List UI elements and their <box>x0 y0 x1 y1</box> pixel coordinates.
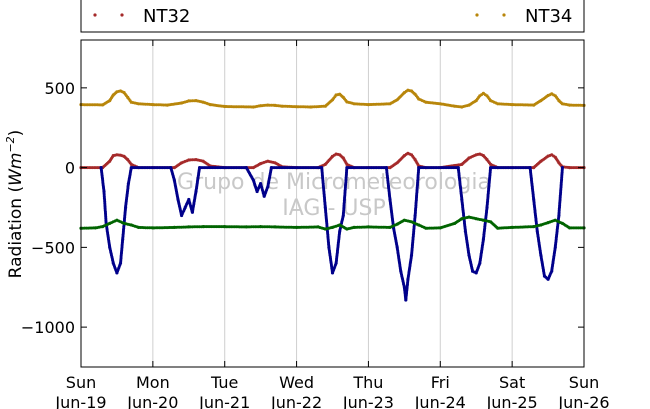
x-tick-label-day: Sun <box>66 373 96 392</box>
legend-marker-nt34 <box>502 13 506 17</box>
x-tick-label-day: Wed <box>279 373 314 392</box>
grid-lines <box>152 40 513 367</box>
x-tick-label-date: Jun-24 <box>414 393 466 409</box>
y-tick-label: −500 <box>31 238 75 257</box>
x-tick-label-day: Thu <box>352 373 383 392</box>
y-axis-label: Radiation (Wm−2) <box>4 130 26 279</box>
y-axis: 500 0 −500 −1000 <box>21 79 584 337</box>
legend: NT32 NT34 <box>80 0 585 33</box>
data-point <box>560 166 565 170</box>
x-tick-label-date: Jun-22 <box>270 393 322 409</box>
watermark-line-1: Grupo de Micrometeorologia <box>177 170 491 195</box>
x-tick-label-day: Mon <box>136 373 170 392</box>
x-tick-label-date: Jun-21 <box>198 393 250 409</box>
watermark: Grupo de Micrometeorologia IAG - USP <box>177 170 491 221</box>
plot-border <box>80 39 585 368</box>
x-axis: SunJun-19MonJun-20TueJun-21WedJun-22ThuJ… <box>54 40 610 409</box>
series-layer <box>79 88 586 302</box>
x-tick-label-date: Jun-26 <box>557 393 609 409</box>
y-tick-label: 500 <box>44 79 75 98</box>
legend-marker-nt34 <box>475 13 479 17</box>
x-tick-label-day: Sat <box>499 373 525 392</box>
watermark-line-2: IAG - USP <box>282 196 385 221</box>
plot-area: Grupo de Micrometeorologia IAG - USP 500… <box>21 39 610 409</box>
legend-label-nt34: NT34 <box>525 6 572 27</box>
series-nt34 <box>79 88 586 109</box>
legend-item-nt32: NT32 <box>93 6 190 27</box>
x-tick-label-date: Jun-20 <box>126 393 178 409</box>
x-tick-label-date: Jun-19 <box>54 393 106 409</box>
plot-frame <box>81 40 584 367</box>
legend-item-nt34: NT34 <box>475 6 572 27</box>
series-series-4 <box>79 215 586 231</box>
legend-label-nt32: NT32 <box>143 6 190 27</box>
x-tick-label-date: Jun-25 <box>486 393 538 409</box>
y-tick-label: −1000 <box>21 318 75 337</box>
legend-marker-nt32 <box>120 13 124 17</box>
x-tick-label-day: Sun <box>569 373 599 392</box>
x-tick-label-day: Fri <box>431 373 450 392</box>
x-tick-label-day: Tue <box>210 373 238 392</box>
x-tick-label-date: Jun-23 <box>342 393 394 409</box>
legend-marker-nt32 <box>93 13 97 17</box>
y-tick-label: 0 <box>65 159 75 178</box>
